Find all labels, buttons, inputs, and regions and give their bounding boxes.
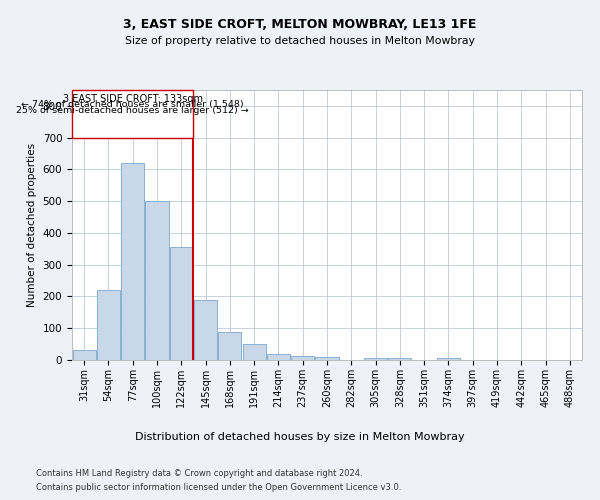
Bar xyxy=(218,332,241,360)
Bar xyxy=(437,358,460,360)
FancyBboxPatch shape xyxy=(72,90,193,138)
Bar xyxy=(121,163,144,360)
Bar xyxy=(291,356,314,360)
Y-axis label: Number of detached properties: Number of detached properties xyxy=(27,143,37,307)
Bar xyxy=(97,290,120,360)
Text: Contains HM Land Registry data © Crown copyright and database right 2024.: Contains HM Land Registry data © Crown c… xyxy=(36,468,362,477)
Bar xyxy=(267,354,290,360)
Bar xyxy=(194,300,217,360)
Text: Distribution of detached houses by size in Melton Mowbray: Distribution of detached houses by size … xyxy=(135,432,465,442)
Bar xyxy=(316,358,338,360)
Text: Size of property relative to detached houses in Melton Mowbray: Size of property relative to detached ho… xyxy=(125,36,475,46)
Bar xyxy=(73,350,95,360)
Text: 3, EAST SIDE CROFT, MELTON MOWBRAY, LE13 1FE: 3, EAST SIDE CROFT, MELTON MOWBRAY, LE13… xyxy=(124,18,476,30)
Bar xyxy=(170,247,193,360)
Bar xyxy=(242,344,266,360)
Text: ← 74% of detached houses are smaller (1,548): ← 74% of detached houses are smaller (1,… xyxy=(22,100,244,109)
Text: 25% of semi-detached houses are larger (512) →: 25% of semi-detached houses are larger (… xyxy=(16,106,249,115)
Bar xyxy=(388,358,412,360)
Bar xyxy=(145,201,169,360)
Text: 3 EAST SIDE CROFT: 133sqm: 3 EAST SIDE CROFT: 133sqm xyxy=(63,94,203,104)
Bar xyxy=(364,358,387,360)
Text: Contains public sector information licensed under the Open Government Licence v3: Contains public sector information licen… xyxy=(36,484,401,492)
